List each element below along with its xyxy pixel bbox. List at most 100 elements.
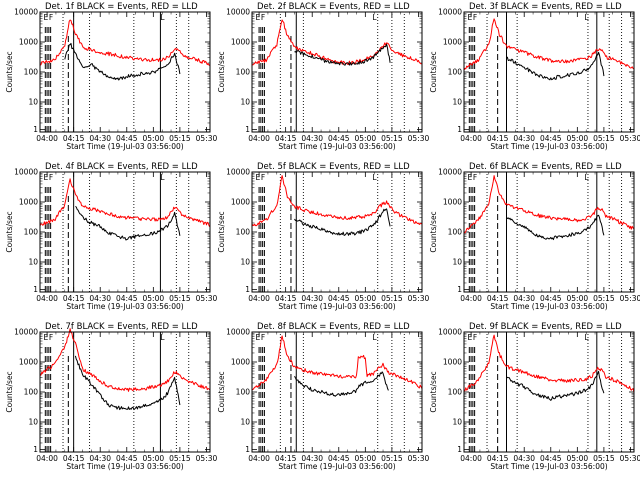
y-axis-label: Counts/sec bbox=[217, 211, 226, 252]
x-tick-label: 04:30 bbox=[301, 454, 323, 463]
y-axis-label: Counts/sec bbox=[429, 371, 438, 412]
y-tick-label: 10 bbox=[452, 258, 462, 267]
x-axis-label: Start Time (19-Jul-03 03:56:00) bbox=[66, 462, 183, 471]
y-axis-label: Counts/sec bbox=[429, 211, 438, 252]
top-flag-label: L bbox=[584, 173, 589, 182]
top-flag-label: L bbox=[160, 333, 165, 342]
chart-panel-5: Det. 5f BLACK = Events, RED = LLD Counts/… bbox=[217, 162, 429, 311]
x-tick-label: 04:00 bbox=[460, 294, 482, 303]
series-lld-line bbox=[39, 19, 211, 66]
top-flag-label: E bbox=[256, 13, 261, 22]
x-tick-label: 04:30 bbox=[513, 454, 535, 463]
x-tick-label: 05:00 bbox=[143, 294, 165, 303]
y-tick-label: 10000 bbox=[226, 168, 250, 177]
x-tick-label: 05:00 bbox=[143, 454, 165, 463]
series-events-line bbox=[294, 43, 391, 66]
x-tick-label: 05:30 bbox=[408, 134, 430, 143]
top-flag-label: E bbox=[468, 13, 473, 22]
chart-title: Det. 9f BLACK = Events, RED = LLD bbox=[469, 322, 622, 332]
y-tick-label: 10000 bbox=[14, 168, 38, 177]
series-events-line bbox=[506, 214, 605, 241]
y-tick-label: 10000 bbox=[438, 328, 462, 337]
chart-title: Det. 8f BLACK = Events, RED = LLD bbox=[257, 322, 410, 332]
x-tick-label: 04:00 bbox=[460, 134, 482, 143]
plot-frame bbox=[251, 331, 423, 453]
plot-frame bbox=[463, 171, 635, 293]
y-tick-label: 1000 bbox=[231, 198, 250, 207]
chart-title: Det. 7f BLACK = Events, RED = LLD bbox=[45, 322, 198, 332]
series-events-line bbox=[75, 206, 181, 241]
y-tick-label: 1 bbox=[33, 285, 38, 294]
y-tick-label: 1 bbox=[33, 445, 38, 454]
x-tick-label: 04:30 bbox=[301, 294, 323, 303]
y-axis-label: Counts/sec bbox=[5, 371, 14, 412]
series-events-line bbox=[294, 208, 391, 236]
top-flag-label: L bbox=[160, 173, 165, 182]
x-axis-label: Start Time (19-Jul-03 03:56:00) bbox=[66, 302, 183, 311]
chart-panel-4: Det. 4f BLACK = Events, RED = LLD Counts/… bbox=[5, 162, 217, 311]
series-events-line bbox=[64, 42, 181, 81]
x-tick-label: 05:15 bbox=[169, 294, 191, 303]
plot-frame bbox=[39, 331, 211, 453]
y-tick-label: 1000 bbox=[231, 38, 250, 47]
x-tick-label: 04:00 bbox=[36, 134, 58, 143]
top-flag-label: L bbox=[372, 13, 377, 22]
x-tick-label: 04:00 bbox=[36, 294, 58, 303]
x-axis-label: Start Time (19-Jul-03 03:56:00) bbox=[490, 302, 607, 311]
series-lld-line bbox=[39, 178, 211, 228]
chart-panel-8: Det. 8f BLACK = Events, RED = LLD Counts/… bbox=[217, 322, 429, 471]
top-flag-label: F bbox=[473, 13, 477, 22]
y-tick-label: 100 bbox=[236, 68, 251, 77]
x-axis-label: Start Time (19-Jul-03 03:56:00) bbox=[278, 302, 395, 311]
x-tick-label: 05:30 bbox=[620, 454, 640, 463]
x-tick-label: 05:00 bbox=[567, 134, 589, 143]
x-tick-label: 04:00 bbox=[460, 454, 482, 463]
top-flag-label: F bbox=[261, 333, 265, 342]
y-tick-label: 10 bbox=[28, 98, 38, 107]
y-tick-label: 10000 bbox=[438, 8, 462, 17]
y-tick-label: 100 bbox=[448, 388, 463, 397]
chart-title: Det. 1f BLACK = Events, RED = LLD bbox=[45, 2, 198, 12]
x-tick-label: 05:30 bbox=[196, 134, 218, 143]
y-tick-label: 1000 bbox=[19, 198, 38, 207]
x-tick-label: 04:15 bbox=[63, 134, 85, 143]
y-tick-label: 100 bbox=[24, 388, 39, 397]
top-flag-label: F bbox=[261, 13, 265, 22]
x-tick-label: 04:30 bbox=[89, 134, 111, 143]
plot-frame bbox=[463, 11, 635, 133]
x-axis-label: Start Time (19-Jul-03 03:56:00) bbox=[490, 142, 607, 151]
y-tick-label: 1000 bbox=[443, 38, 462, 47]
series-lld-line bbox=[463, 18, 635, 71]
x-tick-label: 04:45 bbox=[540, 134, 562, 143]
x-tick-label: 05:00 bbox=[355, 454, 377, 463]
y-axis-label: Counts/sec bbox=[429, 51, 438, 92]
y-tick-label: 100 bbox=[448, 68, 463, 77]
top-flag-label: L bbox=[160, 13, 165, 22]
x-tick-label: 04:15 bbox=[275, 134, 297, 143]
x-tick-label: 05:00 bbox=[567, 454, 589, 463]
x-tick-label: 05:15 bbox=[381, 294, 403, 303]
x-tick-label: 05:15 bbox=[593, 134, 615, 143]
x-tick-label: 05:00 bbox=[143, 134, 165, 143]
x-tick-label: 04:30 bbox=[89, 454, 111, 463]
chart-panel-2: Det. 2f BLACK = Events, RED = LLD Counts/… bbox=[217, 2, 429, 151]
chart-title: Det. 3f BLACK = Events, RED = LLD bbox=[469, 2, 622, 12]
x-tick-label: 04:30 bbox=[89, 294, 111, 303]
top-flag-label: F bbox=[473, 173, 477, 182]
series-events-line bbox=[506, 51, 605, 81]
x-axis-label: Start Time (19-Jul-03 03:56:00) bbox=[490, 462, 607, 471]
x-tick-label: 04:15 bbox=[487, 454, 509, 463]
chart-title: Det. 2f BLACK = Events, RED = LLD bbox=[257, 2, 410, 12]
x-tick-label: 04:00 bbox=[248, 294, 270, 303]
x-tick-label: 04:45 bbox=[328, 454, 350, 463]
y-tick-label: 1000 bbox=[231, 358, 250, 367]
top-flag-label: E bbox=[44, 173, 49, 182]
x-tick-label: 04:15 bbox=[63, 294, 85, 303]
series-events-line bbox=[74, 355, 181, 411]
x-tick-label: 04:30 bbox=[301, 134, 323, 143]
y-tick-label: 10 bbox=[240, 418, 250, 427]
top-flag-label: L bbox=[584, 13, 589, 22]
y-tick-label: 10 bbox=[28, 418, 38, 427]
y-tick-label: 10 bbox=[452, 418, 462, 427]
